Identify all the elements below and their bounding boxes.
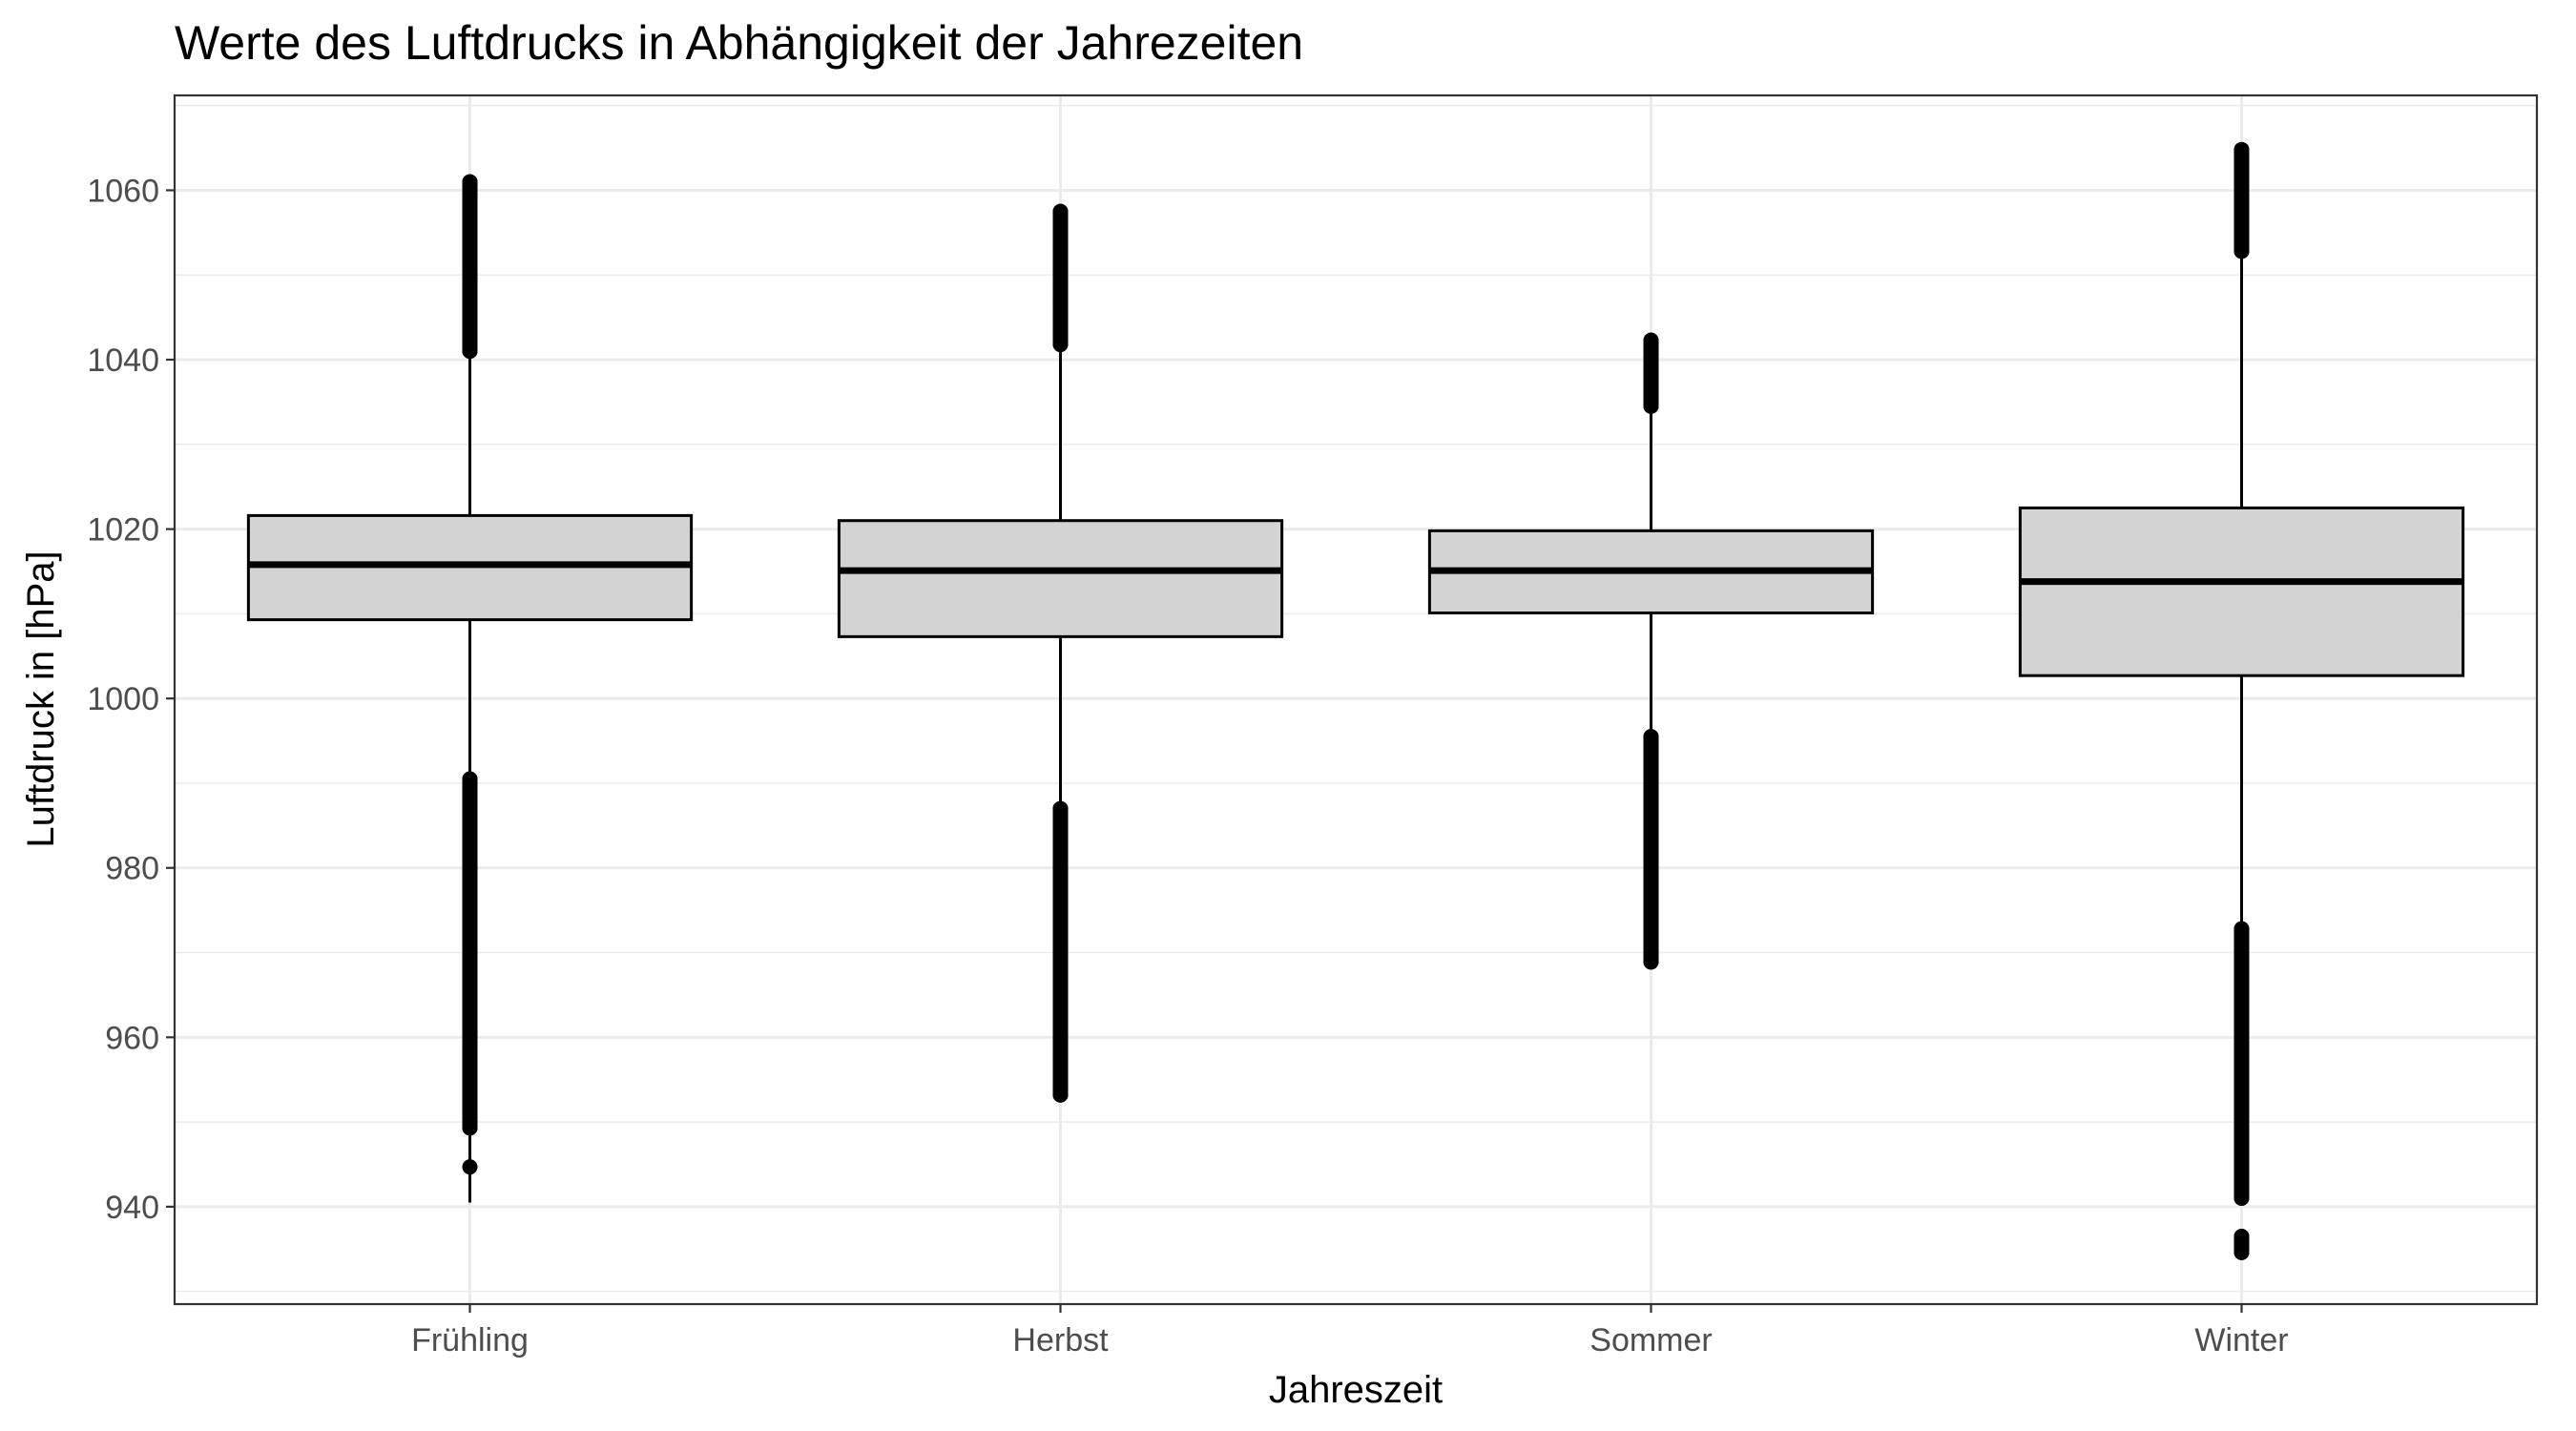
chart-title: Werte des Luftdrucks in Abhängigkeit der… [175,16,1303,70]
y-tick-label: 1000 [87,681,159,717]
x-axis: Frühling Herbst Sommer Winter [411,1304,2289,1358]
box-group [246,141,2465,1260]
x-tick-label: Sommer [1589,1322,1712,1358]
y-tick-label: 1060 [87,173,159,209]
x-tick-label: Winter [2194,1322,2288,1358]
x-axis-title: Jahreszeit [1269,1369,1443,1411]
y-tick-label: 1020 [87,512,159,549]
y-tick-label: 940 [105,1190,159,1226]
y-axis-title: Luftdruck in [hPa] [20,550,62,847]
y-tick-label: 980 [105,851,159,887]
y-axis: 940 960 980 1000 1020 1040 1060 [87,173,175,1226]
box-frühling [246,174,694,1203]
box-winter [2018,141,2465,1260]
x-tick-label: Herbst [1012,1322,1109,1358]
y-tick-label: 1040 [87,342,159,379]
y-tick-label: 960 [105,1020,159,1056]
iqr-box [837,519,1284,638]
x-tick-label: Frühling [411,1322,529,1358]
outlier-point [462,1159,478,1175]
box-herbst [837,203,1284,1103]
plot-panel-border [173,93,2539,1306]
box-sommer [1427,332,1875,970]
iqr-box [2018,506,2465,677]
